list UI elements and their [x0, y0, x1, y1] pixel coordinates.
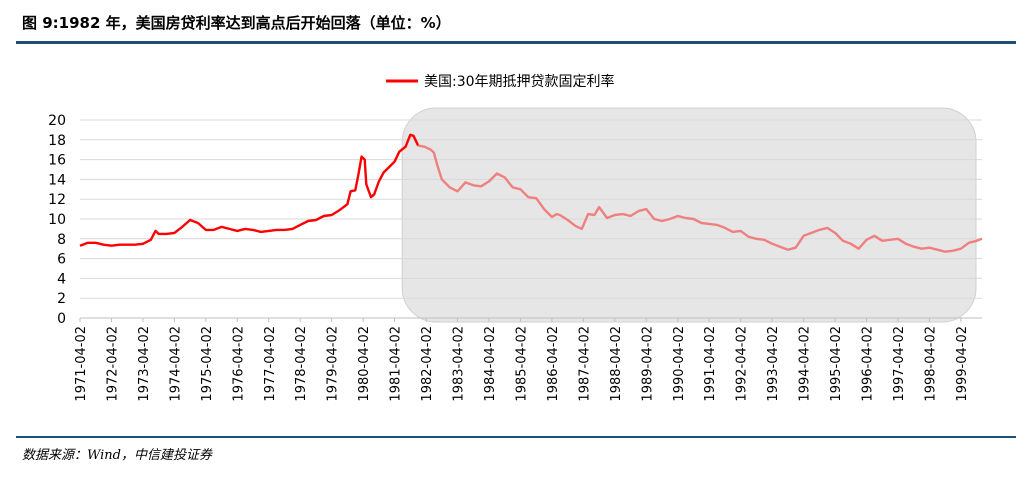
- y-tick-label: 8: [57, 232, 66, 248]
- y-tick-label: 0: [57, 311, 66, 327]
- x-tick-label: 1982-04-02: [420, 326, 435, 402]
- y-tick-label: 6: [57, 252, 66, 268]
- x-tick-label: 1975-04-02: [200, 326, 215, 402]
- x-tick-label: 1981-04-02: [389, 326, 404, 402]
- x-tick-label: 1997-04-02: [892, 326, 907, 402]
- x-tick-label: 1992-04-02: [735, 326, 750, 402]
- x-tick-label: 1990-04-02: [672, 326, 687, 402]
- x-tick-label: 1996-04-02: [861, 326, 876, 402]
- x-tick-label: 1977-04-02: [263, 326, 278, 402]
- y-tick-label: 12: [48, 192, 66, 208]
- y-tick-label: 16: [48, 153, 66, 169]
- y-tick-label: 18: [48, 133, 66, 149]
- x-tick-label: 1988-04-02: [609, 326, 624, 402]
- x-tick-label: 1986-04-02: [546, 326, 561, 402]
- series-line-highlighted: [418, 144, 983, 253]
- bottom-rule: [16, 436, 1016, 438]
- y-tick-label: 20: [48, 113, 66, 129]
- y-tick-label: 4: [57, 271, 66, 287]
- line-chart: 美国:30年期抵押贷款固定利率 0 2 4 6 8 10 12 14 16 18 20 1971-0…: [48, 73, 983, 402]
- x-tick-label: 1989-04-02: [640, 326, 655, 402]
- x-tick-label: 1999-04-02: [955, 326, 970, 402]
- x-tick-label: 1971-04-02: [74, 326, 89, 402]
- x-tick-label: 1991-04-02: [703, 326, 718, 402]
- x-tick-label: 1987-04-02: [577, 326, 592, 402]
- y-axis: 0 2 4 6 8 10 12 14 16 18 20: [48, 113, 66, 327]
- title-rule: [16, 41, 1016, 44]
- x-tick-label: 1984-04-02: [483, 326, 498, 402]
- y-tick-label: 14: [48, 172, 66, 188]
- source-note: 数据来源：Wind，中信建投证券: [22, 448, 212, 463]
- x-tick-label: 1993-04-02: [766, 326, 781, 402]
- x-tick-label: 1994-04-02: [798, 326, 813, 402]
- x-tick-label: 1976-04-02: [231, 326, 246, 402]
- x-tick-label: 1983-04-02: [452, 326, 467, 402]
- x-tick-label: 1972-04-02: [105, 326, 120, 402]
- x-tick-label: 1974-04-02: [168, 326, 183, 402]
- legend-label: 美国:30年期抵押贷款固定利率: [424, 73, 615, 90]
- chart-legend: 美国:30年期抵押贷款固定利率: [386, 73, 615, 90]
- series-group: [79, 133, 983, 253]
- y-tick-label: 10: [48, 212, 66, 228]
- x-tick-label: 1998-04-02: [923, 326, 938, 402]
- series-line-pre-1982: [79, 133, 420, 247]
- x-tick-label: 1973-04-02: [137, 326, 152, 402]
- highlight-region: [401, 107, 977, 323]
- figure-title: 图 9:1982 年，美国房贷利率达到高点后开始回落（单位：%）: [22, 14, 451, 32]
- x-tick-label: 1985-04-02: [514, 326, 529, 402]
- x-tick-label: 1979-04-02: [326, 326, 341, 402]
- x-tick-label: 1978-04-02: [294, 326, 309, 402]
- x-tick-label: 1980-04-02: [357, 326, 372, 402]
- x-axis: 1971-04-02 1972-04-02 1973-04-02 1974-04-02…: [74, 317, 982, 402]
- y-tick-label: 2: [57, 291, 66, 307]
- x-tick-label: 1995-04-02: [829, 326, 844, 402]
